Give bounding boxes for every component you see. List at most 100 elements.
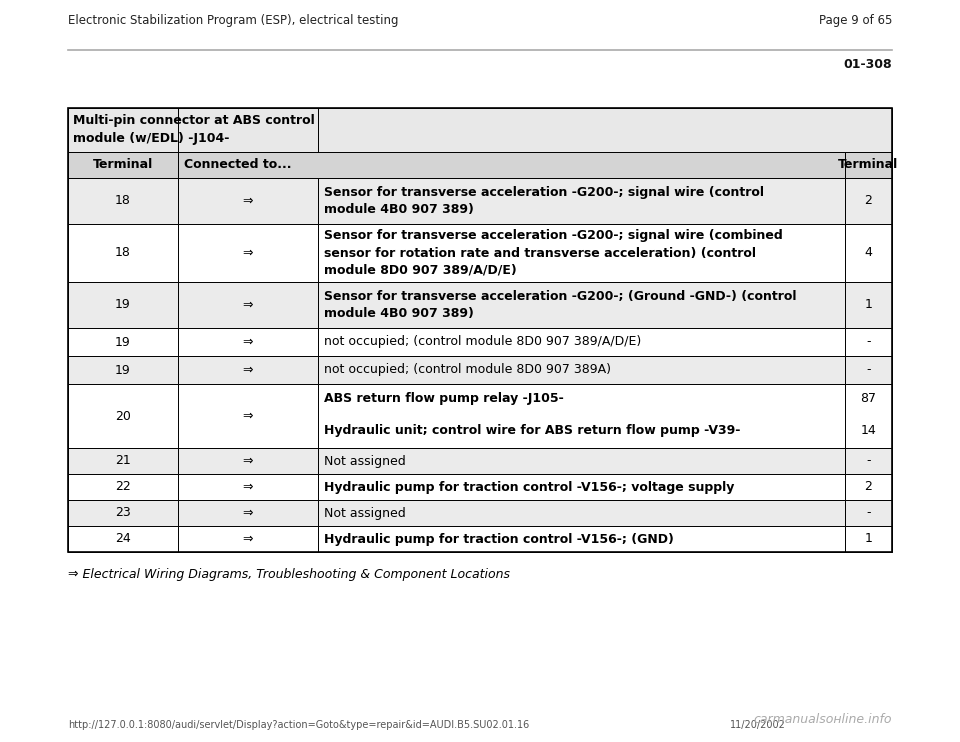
Text: Sensor for transverse acceleration -G200-; signal wire (combined
sensor for rota: Sensor for transverse acceleration -G200… <box>324 229 782 277</box>
Text: Hydraulic unit; control wire for ABS return flow pump -V39-: Hydraulic unit; control wire for ABS ret… <box>324 424 740 437</box>
Text: 01-308: 01-308 <box>844 58 892 71</box>
Bar <box>178 448 318 474</box>
Bar <box>845 282 892 328</box>
Text: Connected to...: Connected to... <box>184 159 292 171</box>
Text: Multi-pin connector at ABS control
module (w/EDL) -J104-: Multi-pin connector at ABS control modul… <box>73 114 315 145</box>
Bar <box>68 282 178 328</box>
Bar <box>68 178 178 224</box>
Bar <box>68 474 178 500</box>
Text: not occupied; (control module 8D0 907 389A): not occupied; (control module 8D0 907 38… <box>324 364 611 376</box>
Text: ⇒: ⇒ <box>243 455 253 467</box>
Bar <box>178 224 318 282</box>
Text: ⇒: ⇒ <box>243 507 253 519</box>
Text: carmanualsонline.info: carmanualsонline.info <box>754 713 892 726</box>
Text: Sensor for transverse acceleration -G200-; signal wire (control
module 4B0 907 3: Sensor for transverse acceleration -G200… <box>324 186 764 216</box>
Text: 18: 18 <box>115 246 131 260</box>
Bar <box>178 328 318 356</box>
Bar <box>178 152 845 178</box>
Text: 18: 18 <box>115 194 131 208</box>
Bar <box>318 224 845 282</box>
Bar <box>845 384 892 448</box>
Bar <box>178 384 318 448</box>
Text: ⇒: ⇒ <box>243 194 253 208</box>
Bar <box>318 500 845 526</box>
Bar <box>845 474 892 500</box>
Text: 24: 24 <box>115 533 131 545</box>
Bar <box>68 448 178 474</box>
Bar <box>178 500 318 526</box>
Text: Electronic Stabilization Program (ESP), electrical testing: Electronic Stabilization Program (ESP), … <box>68 14 398 27</box>
Bar <box>318 178 845 224</box>
Bar <box>178 282 318 328</box>
Bar <box>68 224 178 282</box>
Text: Sensor for transverse acceleration -G200-; (Ground -GND-) (control
module 4B0 90: Sensor for transverse acceleration -G200… <box>324 290 797 320</box>
Bar <box>845 224 892 282</box>
Bar <box>318 384 845 448</box>
Bar <box>178 178 318 224</box>
Bar <box>318 526 845 552</box>
Text: ⇒: ⇒ <box>243 364 253 376</box>
Text: ⇒: ⇒ <box>243 410 253 422</box>
Text: ⇒: ⇒ <box>243 533 253 545</box>
Text: Terminal: Terminal <box>93 159 154 171</box>
Text: 4: 4 <box>865 246 873 260</box>
Bar <box>68 526 178 552</box>
Text: 22: 22 <box>115 481 131 493</box>
Text: ⇒: ⇒ <box>243 298 253 312</box>
Text: ⇒: ⇒ <box>243 246 253 260</box>
Bar <box>845 448 892 474</box>
Bar <box>318 282 845 328</box>
Bar <box>68 356 178 384</box>
Text: 2: 2 <box>865 481 873 493</box>
Text: -: - <box>866 455 871 467</box>
Text: Page 9 of 65: Page 9 of 65 <box>819 14 892 27</box>
Text: Terminal: Terminal <box>838 159 899 171</box>
Bar <box>68 108 892 552</box>
Text: ⇒: ⇒ <box>243 335 253 349</box>
Bar <box>845 526 892 552</box>
Bar <box>68 384 178 448</box>
Bar <box>845 356 892 384</box>
Bar <box>68 500 178 526</box>
Text: 2: 2 <box>865 194 873 208</box>
Text: 1: 1 <box>865 298 873 312</box>
Text: Hydraulic pump for traction control -V156-; (GND): Hydraulic pump for traction control -V15… <box>324 533 674 545</box>
Text: 23: 23 <box>115 507 131 519</box>
Bar <box>845 178 892 224</box>
Text: 20: 20 <box>115 410 131 422</box>
Bar <box>178 108 318 152</box>
Bar <box>318 328 845 356</box>
Bar <box>178 526 318 552</box>
Text: Hydraulic pump for traction control -V156-; voltage supply: Hydraulic pump for traction control -V15… <box>324 481 734 493</box>
Text: not occupied; (control module 8D0 907 389/A/D/E): not occupied; (control module 8D0 907 38… <box>324 335 641 349</box>
Text: 19: 19 <box>115 364 131 376</box>
Text: Not assigned: Not assigned <box>324 507 406 519</box>
Text: 19: 19 <box>115 298 131 312</box>
Text: 21: 21 <box>115 455 131 467</box>
Text: 1: 1 <box>865 533 873 545</box>
Bar <box>318 474 845 500</box>
Text: 14: 14 <box>860 424 876 437</box>
Bar <box>178 474 318 500</box>
Text: 11/20/2002: 11/20/2002 <box>730 720 786 730</box>
Text: http://127.0.0.1:8080/audi/servlet/Display?action=Goto&type=repair&id=AUDI.B5.SU: http://127.0.0.1:8080/audi/servlet/Displ… <box>68 720 529 730</box>
Text: -: - <box>866 335 871 349</box>
Text: -: - <box>866 364 871 376</box>
Bar <box>178 356 318 384</box>
Text: ⇒ Electrical Wiring Diagrams, Troubleshooting & Component Locations: ⇒ Electrical Wiring Diagrams, Troublesho… <box>68 568 510 581</box>
Bar <box>845 500 892 526</box>
Text: ⇒: ⇒ <box>243 481 253 493</box>
Text: ABS return flow pump relay -J105-: ABS return flow pump relay -J105- <box>324 392 564 405</box>
Text: 19: 19 <box>115 335 131 349</box>
Bar <box>318 108 892 152</box>
Text: Not assigned: Not assigned <box>324 455 406 467</box>
Bar <box>68 328 178 356</box>
Bar <box>68 152 178 178</box>
Text: 87: 87 <box>860 392 876 405</box>
Bar <box>68 108 178 152</box>
Bar <box>318 448 845 474</box>
Bar <box>845 328 892 356</box>
Bar <box>845 152 892 178</box>
Text: -: - <box>866 507 871 519</box>
Bar <box>318 356 845 384</box>
